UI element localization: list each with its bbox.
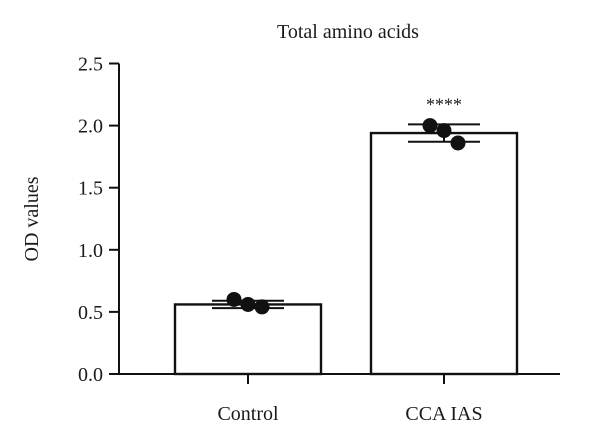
x-tick-label: CCA IAS <box>405 403 482 425</box>
data-point <box>436 123 452 139</box>
y-tick-label: 1.0 <box>78 240 103 262</box>
data-point <box>240 296 256 312</box>
y-tick-label: 1.5 <box>78 178 103 200</box>
y-tick-label: 2.5 <box>78 54 103 76</box>
x-tick-label: Control <box>217 403 279 425</box>
y-tick-label: 0.5 <box>78 302 103 324</box>
data-point <box>450 135 466 151</box>
y-tick-label: 2.0 <box>78 116 103 138</box>
bar <box>369 131 519 376</box>
data-point <box>254 299 270 315</box>
data-point <box>422 118 438 134</box>
significance-label: **** <box>426 94 462 114</box>
y-axis-label: OD values <box>21 176 43 261</box>
chart-title: Total amino acids <box>277 21 419 43</box>
plot-area: 0.0 0.5 1.0 1.5 2.0 2.5 Control CCA IAS **** <box>78 54 560 425</box>
y-tick-label: 0.0 <box>78 364 103 386</box>
bar <box>173 303 323 376</box>
data-point <box>226 291 242 307</box>
